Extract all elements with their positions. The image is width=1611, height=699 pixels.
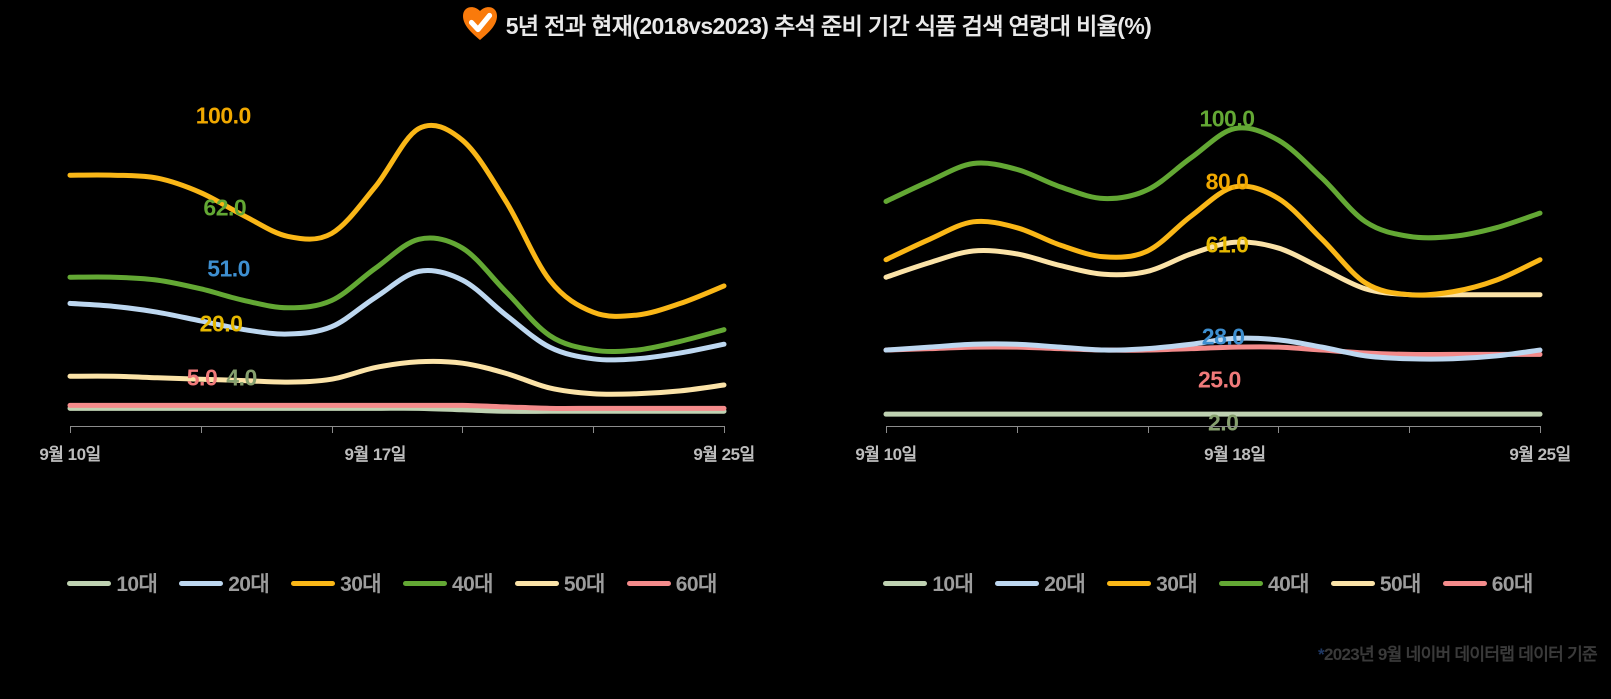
x-tick <box>886 426 887 433</box>
legend-swatch-icon <box>403 580 447 586</box>
value-label-20대: 51.0 <box>207 255 250 282</box>
series-line-40대 <box>883 125 1543 241</box>
legend-swatch-icon <box>291 580 336 586</box>
value-label-30대: 100.0 <box>195 102 252 129</box>
value-label-60대: 5.0 <box>186 364 218 391</box>
value-label-10대: 2.0 <box>1207 409 1239 436</box>
legend-swatch-icon <box>1107 580 1152 586</box>
x-tick <box>462 426 464 433</box>
value-label-40대: 62.0 <box>203 194 247 221</box>
legend-label: 30대 <box>340 573 381 596</box>
legend-right: 10대 20대 30대 40대 50대 60대 <box>828 568 1588 598</box>
legend-swatch-icon <box>1442 580 1487 586</box>
x-axis-label: 9월 17일 <box>344 445 407 464</box>
x-axis-right: 9월 10일 9월 18일 9월 25일 <box>828 426 1588 480</box>
legend-swatch-icon <box>1219 580 1263 586</box>
series-line-60대 <box>67 402 727 411</box>
legend-label: 40대 <box>1268 573 1309 596</box>
x-axis-left: 9월 10일 9월 17일 9월 25일 <box>12 426 772 480</box>
series-line-30대 <box>67 122 727 319</box>
legend-label: 50대 <box>1379 573 1421 596</box>
legend-swatch-icon <box>626 580 671 586</box>
x-tick <box>724 426 725 433</box>
legend-swatch-icon <box>1330 580 1375 586</box>
x-axis-line <box>70 426 724 427</box>
page-title-text: 5년 전과 현재(2018vs2023) 추석 준비 기간 식품 검색 연령대 … <box>505 13 1152 39</box>
page-title: 5년 전과 현재(2018vs2023) 추석 준비 기간 식품 검색 연령대 … <box>0 0 1611 48</box>
legend-item-50대[interactable]: 50대 <box>1330 568 1421 598</box>
legend-item-40대[interactable]: 40대 <box>1219 568 1309 598</box>
line-chart-right <box>883 125 1543 417</box>
legend-label: 10대 <box>932 573 974 596</box>
x-axis-line <box>886 426 1540 427</box>
legend-item-50대[interactable]: 50대 <box>514 568 605 598</box>
plot-area-left: 100.0 62.0 51.0 20.0 5.0 4.0 <box>12 96 772 426</box>
line-chart-left <box>67 122 727 414</box>
value-label-60대: 25.0 <box>1198 366 1241 393</box>
legend-label: 20대 <box>1044 573 1086 596</box>
legend-swatch-icon <box>514 580 559 586</box>
legend-item-20대[interactable]: 20대 <box>995 568 1086 598</box>
legend-item-20대[interactable]: 20대 <box>179 568 270 598</box>
x-tick <box>1016 426 1018 433</box>
legend-item-60대[interactable]: 60대 <box>1442 568 1533 598</box>
footnote-text: 2023년 9월 네이버 데이터랩 데이터 기준 <box>1323 645 1598 664</box>
legend-label: 20대 <box>228 573 270 596</box>
legend-label: 30대 <box>1156 573 1197 596</box>
footnote: *2023년 9월 네이버 데이터랩 데이터 기준 <box>1318 640 1598 665</box>
series-line-60대 <box>883 344 1543 358</box>
legend-item-30대[interactable]: 30대 <box>291 568 382 598</box>
series-line-20대 <box>67 267 727 363</box>
series-line-20대 <box>883 335 1543 362</box>
legend-label: 60대 <box>1491 573 1533 596</box>
value-label-20대: 28.0 <box>1201 323 1245 350</box>
legend-label: 50대 <box>563 573 605 596</box>
legend-swatch-icon <box>883 580 928 586</box>
legend-item-40대[interactable]: 40대 <box>403 568 493 598</box>
x-tick <box>593 426 595 433</box>
legend-item-30대[interactable]: 30대 <box>1107 568 1198 598</box>
x-tick <box>1540 426 1541 433</box>
x-axis-label: 9월 25일 <box>693 445 755 464</box>
series-line-10대 <box>67 405 727 414</box>
value-label-40대: 100.0 <box>1199 105 1255 132</box>
value-label-30대: 80.0 <box>1205 168 1249 195</box>
legend-swatch-icon <box>179 580 224 586</box>
plot-area-right: 100.0 80.0 61.0 28.0 25.0 2.0 <box>828 96 1588 435</box>
chart-panel-right: 100.0 80.0 61.0 28.0 25.0 2.0 9월 10일 9월 18일 9월 … <box>828 96 1588 596</box>
orange-check-badge-icon <box>460 4 500 44</box>
x-axis-label: 9월 10일 <box>39 445 101 464</box>
footnote-star: * <box>1318 645 1325 664</box>
value-label-50대: 61.0 <box>1205 231 1249 257</box>
x-axis-label: 9월 18일 <box>1204 445 1266 464</box>
legend-item-10대[interactable]: 10대 <box>883 568 974 598</box>
x-tick <box>200 426 202 433</box>
legend-label: 40대 <box>452 573 493 596</box>
series-line-30대 <box>883 183 1543 298</box>
legend-label: 10대 <box>116 573 158 596</box>
value-label-10대: 4.0 <box>226 364 257 391</box>
x-tick <box>70 426 71 433</box>
x-tick <box>1147 426 1149 433</box>
legend-swatch-icon <box>67 580 112 586</box>
value-label-50대: 20.0 <box>199 310 243 337</box>
legend-item-10대[interactable]: 10대 <box>67 568 158 598</box>
legend-label: 60대 <box>675 573 717 596</box>
x-axis-label: 9월 10일 <box>855 445 917 464</box>
legend-left: 10대 20대 30대 40대 50대 60대 <box>12 568 772 598</box>
chart-panel-left: 100.0 62.0 51.0 20.0 5.0 4.0 9월 10일 9월 17일 9월 2… <box>12 96 772 596</box>
x-tick <box>1409 426 1411 433</box>
legend-item-60대[interactable]: 60대 <box>626 568 717 598</box>
series-line-50대 <box>67 358 727 397</box>
legend-swatch-icon <box>995 580 1040 586</box>
x-axis-label: 9월 25일 <box>1509 445 1571 464</box>
x-tick <box>1278 426 1280 433</box>
series-line-40대 <box>67 235 727 355</box>
x-tick <box>331 426 333 433</box>
